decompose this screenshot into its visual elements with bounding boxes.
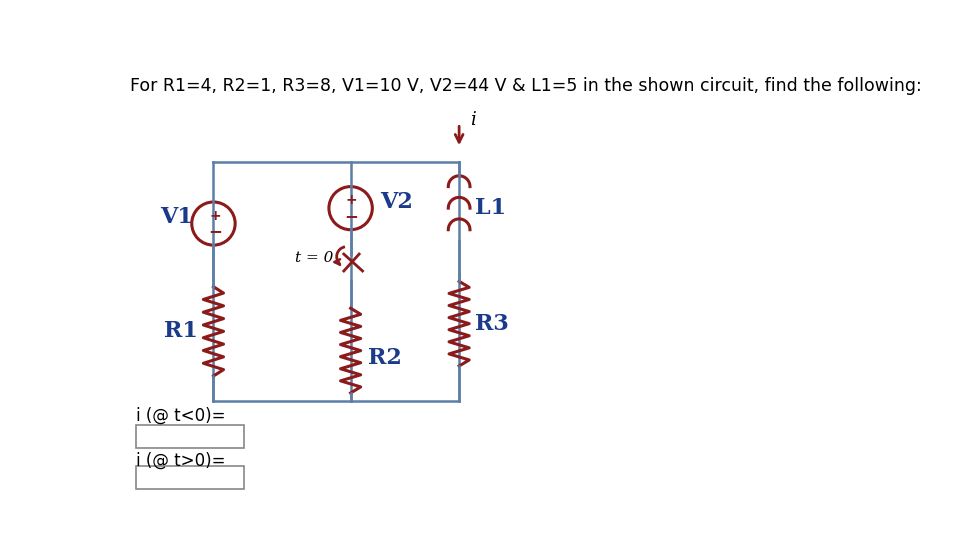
Text: L1: L1 [474,197,506,219]
Text: −: − [208,222,222,240]
FancyBboxPatch shape [136,425,244,448]
Text: i (@ t<0)=: i (@ t<0)= [136,407,225,425]
Text: +: + [209,209,221,223]
Text: t = 0: t = 0 [295,251,333,265]
Text: i: i [470,111,475,129]
Text: V1: V1 [160,207,192,228]
Text: −: − [345,207,358,225]
Text: R2: R2 [368,347,401,370]
Text: V2: V2 [380,191,413,213]
Text: +: + [346,193,357,207]
Text: For R1=4, R2=1, R3=8, V1=10 V, V2=44 V & L1=5 in the shown circuit, find the fol: For R1=4, R2=1, R3=8, V1=10 V, V2=44 V &… [130,77,921,95]
Text: R3: R3 [474,312,508,335]
Text: R1: R1 [164,320,198,342]
Text: i (@ t>0)=: i (@ t>0)= [136,452,225,470]
FancyBboxPatch shape [136,466,244,489]
